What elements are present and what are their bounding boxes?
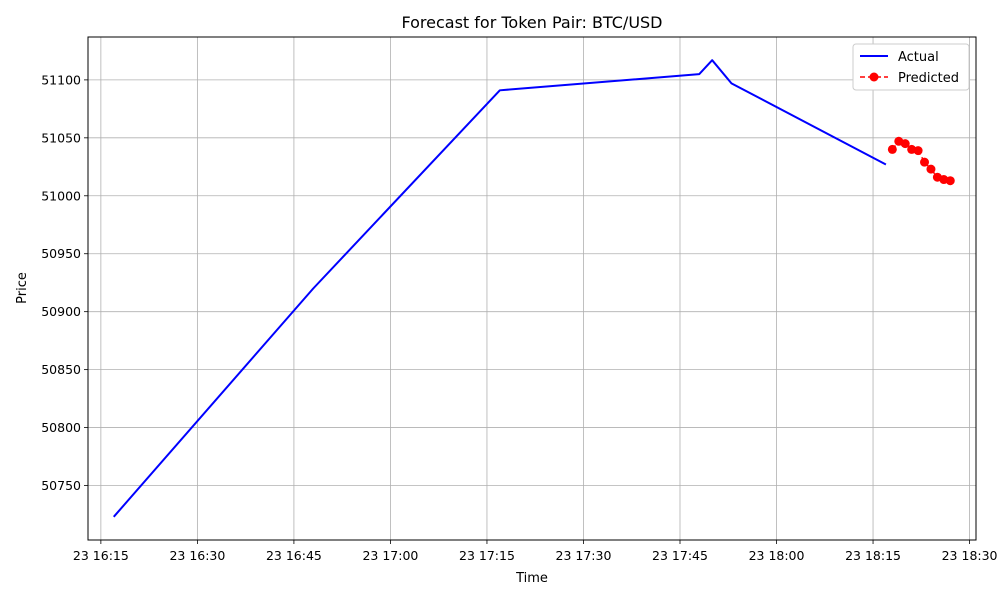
data-point-predicted bbox=[913, 146, 923, 156]
x-tick-label: 23 16:15 bbox=[73, 548, 129, 563]
y-tick-label: 50900 bbox=[41, 304, 81, 319]
x-axis-title: Time bbox=[515, 571, 548, 586]
data-point-predicted bbox=[887, 144, 897, 154]
y-tick-label: 50950 bbox=[41, 246, 81, 261]
x-tick-label: 23 17:15 bbox=[459, 548, 515, 563]
x-tick-label: 23 18:00 bbox=[749, 548, 805, 563]
y-tick-label: 51100 bbox=[41, 72, 81, 87]
x-tick-label: 23 18:15 bbox=[845, 548, 901, 563]
x-axis: 23 16:15 23 16:30 23 16:45 23 17:00 23 17:15… bbox=[73, 540, 998, 563]
y-tick-label: 50750 bbox=[41, 478, 81, 493]
plot-area-frame bbox=[87, 36, 977, 541]
x-tick-label: 23 16:45 bbox=[266, 548, 322, 563]
data-point-predicted bbox=[900, 139, 910, 149]
y-tick-label: 50850 bbox=[41, 362, 81, 377]
data-point-predicted bbox=[926, 164, 936, 174]
chart-title: Forecast for Token Pair: BTC/USD bbox=[402, 13, 663, 32]
grid-lines bbox=[88, 37, 976, 540]
x-tick-label: 23 16:30 bbox=[169, 548, 225, 563]
legend-actual-label: Actual bbox=[898, 50, 939, 65]
x-tick-label: 23 18:30 bbox=[942, 548, 998, 563]
series-line-actual bbox=[112, 59, 887, 518]
data-point-predicted bbox=[945, 176, 955, 186]
y-tick-label: 50800 bbox=[41, 420, 81, 435]
y-tick-label: 51050 bbox=[41, 130, 81, 145]
legend-predicted-label: Predicted bbox=[898, 71, 959, 86]
x-tick-label: 23 17:00 bbox=[362, 548, 418, 563]
legend: Actual Predicted bbox=[852, 43, 970, 91]
data-point-predicted bbox=[920, 157, 930, 167]
y-axis-title: Price bbox=[15, 272, 30, 304]
y-axis: 50750 50800 50850 50900 50950 51000 51050 51100 bbox=[41, 72, 88, 493]
y-tick-label: 51000 bbox=[41, 188, 81, 203]
legend-predicted-marker bbox=[869, 72, 879, 82]
x-tick-label: 23 17:30 bbox=[556, 548, 612, 563]
series-layer bbox=[112, 59, 955, 518]
x-tick-label: 23 17:45 bbox=[652, 548, 708, 563]
